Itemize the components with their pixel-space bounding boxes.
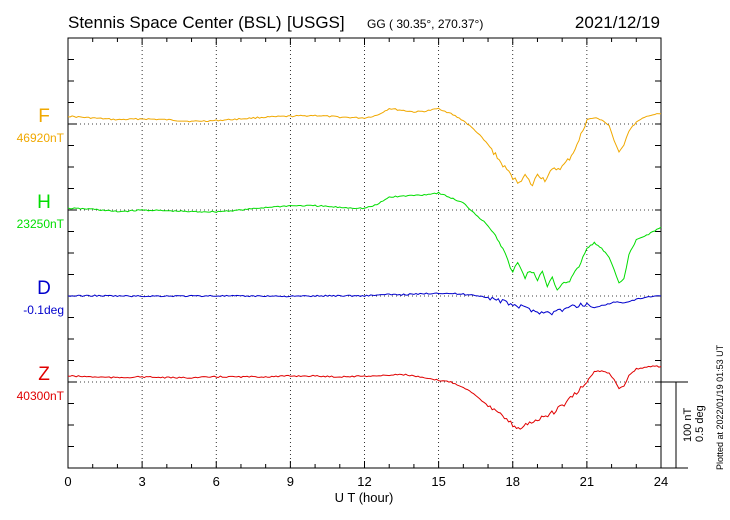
station-title: Stennis Space Center (BSL) bbox=[68, 13, 282, 32]
grid-lines bbox=[141, 38, 588, 468]
x-tick-label: 9 bbox=[287, 474, 294, 489]
x-tick-label: 18 bbox=[506, 474, 520, 489]
series-name-H: H bbox=[37, 192, 51, 213]
scale-bar bbox=[661, 381, 688, 469]
series-baseline-label-Z: 40300nT bbox=[17, 389, 65, 403]
x-tick-label: 24 bbox=[654, 474, 668, 489]
series-lines bbox=[67, 107, 662, 430]
series-line-F bbox=[67, 107, 662, 187]
date-label: 2021/12/19 bbox=[575, 13, 660, 32]
scale-deg-label: 0.5 deg bbox=[694, 405, 706, 442]
x-tick-label: 15 bbox=[431, 474, 445, 489]
series-line-Z bbox=[67, 365, 662, 430]
series-line-D bbox=[67, 292, 662, 316]
scale-nt-label: 100 nT bbox=[682, 407, 694, 442]
x-tick-label: 21 bbox=[580, 474, 594, 489]
plotted-timestamp: Plotted at 2022/01/19 01:53 UT bbox=[715, 344, 725, 470]
x-tick-labels: 0 3 6 9 12 15 18 21 24 bbox=[64, 474, 668, 489]
agency-label: [USGS] bbox=[287, 13, 345, 32]
series-name-D: D bbox=[37, 278, 51, 299]
series-labels: F 46920nT H 23250nT D -0.1deg Z 40300nT bbox=[17, 106, 65, 403]
series-baseline-label-D: -0.1deg bbox=[23, 303, 64, 317]
series-baseline-label-H: 23250nT bbox=[17, 217, 65, 231]
x-tick-label: 6 bbox=[213, 474, 220, 489]
coords-label: GG ( 30.35°, 270.37°) bbox=[367, 17, 483, 31]
x-tick-label: 3 bbox=[139, 474, 146, 489]
series-name-F: F bbox=[38, 106, 50, 127]
x-axis-label: U T (hour) bbox=[335, 490, 394, 505]
series-baseline-label-F: 46920nT bbox=[17, 131, 65, 145]
series-name-Z: Z bbox=[38, 364, 50, 385]
x-tick-label: 12 bbox=[357, 474, 371, 489]
series-line-H bbox=[67, 191, 662, 291]
x-tick-label: 0 bbox=[64, 474, 71, 489]
